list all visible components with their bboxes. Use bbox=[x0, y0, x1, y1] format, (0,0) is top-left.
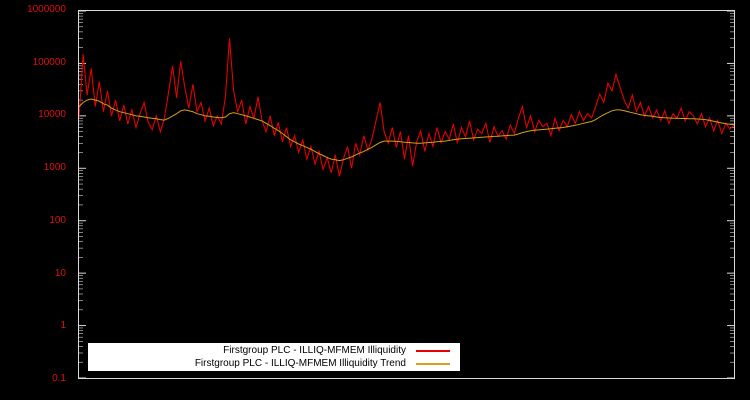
y-axis-tick-labels: 1000000 100000 10000 1000 100 10 1 0.1 bbox=[0, 5, 72, 384]
y-tick-label: 10 bbox=[54, 267, 66, 279]
plot-canvas bbox=[79, 11, 734, 378]
trend-line-sample bbox=[416, 362, 450, 365]
y-tick-label: 1000 bbox=[43, 162, 66, 174]
y-tick-label: 1000000 bbox=[27, 4, 66, 15]
legend-item-illiquidity: Firstgroup PLC - ILLIQ-MFMEM Illiquidity bbox=[88, 344, 460, 357]
illiquidity-line-sample bbox=[416, 349, 450, 352]
legend-label-trend: Firstgroup PLC - ILLIQ-MFMEM Illiquidity… bbox=[194, 358, 406, 369]
y-tick-label: 1 bbox=[60, 320, 66, 332]
y-tick-label: 100 bbox=[49, 214, 66, 226]
plot-area bbox=[78, 10, 735, 379]
trend-line bbox=[79, 98, 734, 162]
chart-legend: Firstgroup PLC - ILLIQ-MFMEM Illiquidity… bbox=[88, 343, 460, 371]
illiquidity-line bbox=[79, 38, 734, 177]
y-tick-label: 10000 bbox=[38, 109, 66, 121]
y-tick-label: 100000 bbox=[32, 56, 66, 68]
y-tick-label: 0.1 bbox=[52, 373, 66, 384]
legend-item-trend: Firstgroup PLC - ILLIQ-MFMEM Illiquidity… bbox=[88, 357, 460, 370]
legend-label-illiquidity: Firstgroup PLC - ILLIQ-MFMEM Illiquidity bbox=[223, 345, 406, 356]
